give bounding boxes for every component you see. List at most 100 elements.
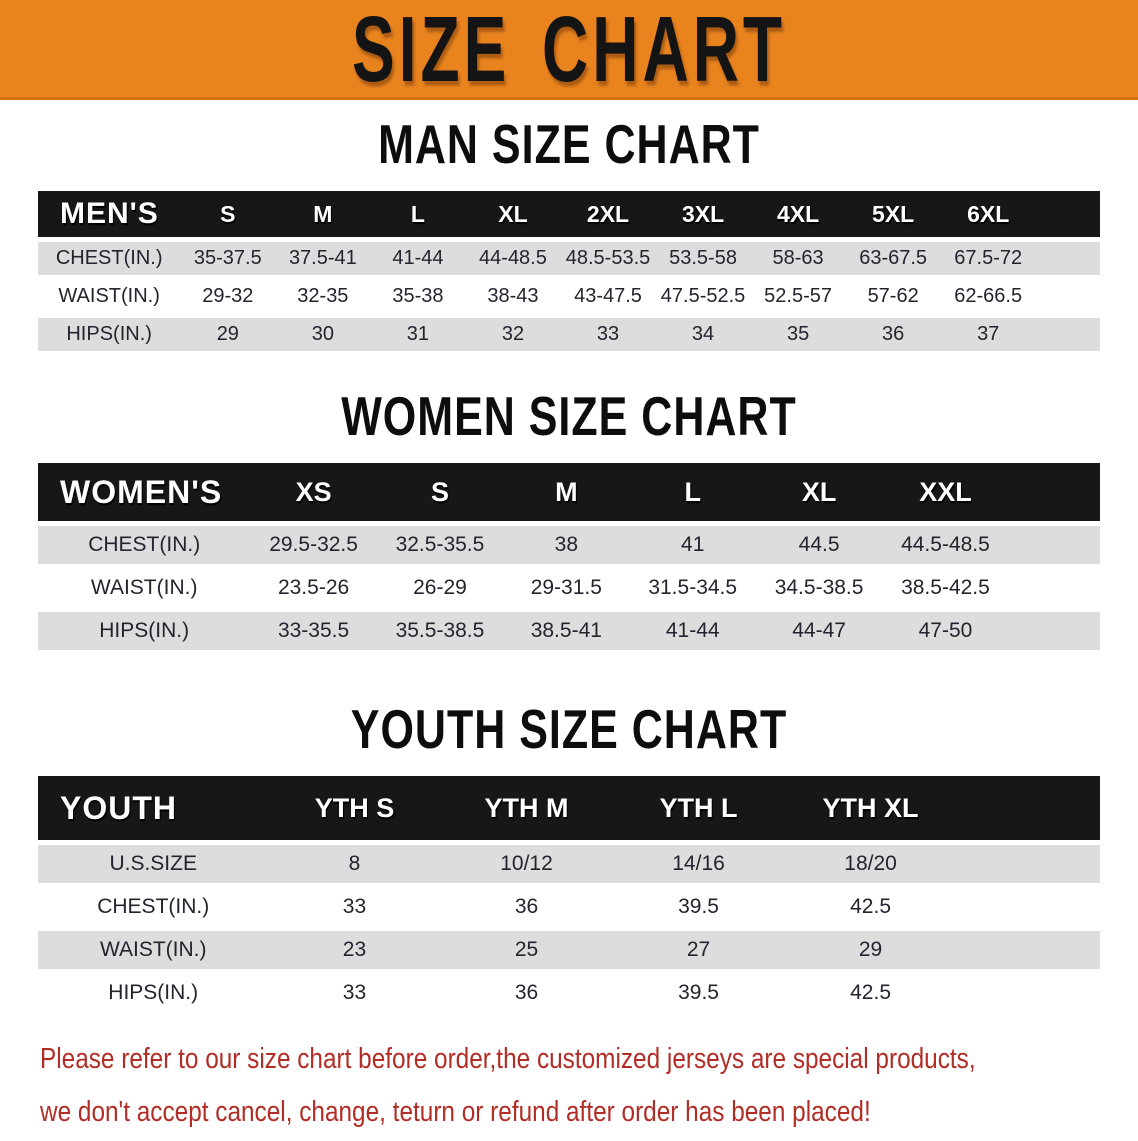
column-header-xl: XL (465, 191, 561, 237)
size-value: 41-44 (629, 612, 756, 650)
size-value: 36 (440, 974, 613, 1012)
size-value: 57-62 (845, 280, 941, 313)
size-value: 48.5-53.5 (560, 242, 656, 275)
table-row-chest-in: CHEST(IN.) 33 36 39.5 42.5 (38, 888, 1100, 926)
row-label-u-s-size: U.S.SIZE (38, 845, 269, 883)
size-value: 23 (268, 931, 441, 969)
table-row-waist-in: WAIST(IN.) 29-32 32-35 35-38 38-43 43-47.5 47.… (38, 280, 1100, 313)
men-size-section: MAN SIZE CHART MEN'S S M L XL 2XL 3XL 4XL 5XL 6XL C… (0, 114, 1138, 356)
size-value: 25 (440, 931, 613, 969)
size-value: 29-31.5 (503, 569, 630, 607)
column-header-5xl: 5XL (845, 191, 941, 237)
column-header-2xl: 2XL (560, 191, 656, 237)
size-value: 43-47.5 (560, 280, 656, 313)
column-header-l: L (370, 191, 466, 237)
row-spacer (1008, 526, 1100, 564)
size-value: 38-43 (465, 280, 561, 313)
size-value: 14/16 (612, 845, 785, 883)
table-row-waist-in: WAIST(IN.) 23 25 27 29 (38, 931, 1100, 969)
banner: SIZE CHART (0, 0, 1138, 100)
size-value: 32-35 (275, 280, 371, 313)
column-header-s: S (180, 191, 276, 237)
column-header-m: M (503, 463, 630, 521)
table-row-chest-in: CHEST(IN.) 35-37.5 37.5-41 41-44 44-48.5 48.5… (38, 242, 1100, 275)
size-value: 47.5-52.5 (655, 280, 751, 313)
size-value: 33 (560, 318, 656, 351)
column-header-spacer (1035, 191, 1100, 237)
disclaimer: Please refer to our size chart before or… (40, 1035, 1138, 1141)
column-header-yth-s: YTH S (268, 776, 441, 840)
size-value: 10/12 (440, 845, 613, 883)
size-value: 23.5-26 (250, 569, 377, 607)
size-value: 39.5 (612, 888, 785, 926)
size-value: 53.5-58 (655, 242, 751, 275)
column-header-yth-m: YTH M (440, 776, 613, 840)
size-value: 34.5-38.5 (755, 569, 883, 607)
size-value: 44-47 (755, 612, 883, 650)
size-value: 33-35.5 (250, 612, 377, 650)
table-corner-label-men: MEN'S (38, 191, 181, 237)
column-header-s: S (376, 463, 504, 521)
size-value: 44.5-48.5 (882, 526, 1009, 564)
size-value: 29 (784, 931, 957, 969)
size-value: 31 (370, 318, 466, 351)
column-header-xxl: XXL (882, 463, 1009, 521)
section-heading-youth: YOUTH SIZE CHART (350, 699, 788, 761)
column-header-spacer (1008, 463, 1100, 521)
table-row-hips-in: HIPS(IN.) 33 36 39.5 42.5 (38, 974, 1100, 1012)
size-value: 52.5-57 (750, 280, 846, 313)
row-label-waist-in: WAIST(IN.) (38, 569, 251, 607)
column-header-4xl: 4XL (750, 191, 846, 237)
disclaimer-line-2: we don't accept cancel, change, teturn o… (40, 1096, 871, 1128)
row-spacer (1035, 318, 1100, 351)
row-spacer (956, 974, 1100, 1012)
size-value: 35-37.5 (180, 242, 276, 275)
disclaimer-line-1: Please refer to our size chart before or… (40, 1043, 976, 1075)
size-value: 30 (275, 318, 371, 351)
column-header-m: M (275, 191, 371, 237)
youth-size-section: YOUTH SIZE CHART YOUTH YTH S YTH M YTH L YTH … (0, 699, 1138, 1017)
row-spacer (1008, 569, 1100, 607)
row-label-chest-in: CHEST(IN.) (38, 526, 251, 564)
size-value: 62-66.5 (940, 280, 1036, 313)
table-row-u-s-size: U.S.SIZE 8 10/12 14/16 18/20 (38, 845, 1100, 883)
row-label-hips-in: HIPS(IN.) (38, 974, 269, 1012)
column-header-6xl: 6XL (940, 191, 1036, 237)
size-value: 37 (940, 318, 1036, 351)
column-header-l: L (629, 463, 756, 521)
women-size-section: WOMEN SIZE CHART WOMEN'S XS S M L XL XXL CHEST(I… (0, 386, 1138, 655)
column-header-yth-l: YTH L (612, 776, 785, 840)
size-value: 26-29 (376, 569, 504, 607)
size-value: 41 (629, 526, 756, 564)
column-header-spacer (956, 776, 1100, 840)
size-value: 37.5-41 (275, 242, 371, 275)
youth-size-table: YOUTH YTH S YTH M YTH L YTH XL U.S.SIZE 8 10/12… (38, 771, 1100, 1017)
header-row: MEN'S S M L XL 2XL 3XL 4XL 5XL 6XL (38, 191, 1100, 237)
size-value: 31.5-34.5 (629, 569, 756, 607)
column-header-yth-xl: YTH XL (784, 776, 957, 840)
size-value: 34 (655, 318, 751, 351)
table-row-waist-in: WAIST(IN.) 23.5-26 26-29 29-31.5 31.5-34.5 34… (38, 569, 1100, 607)
women-size-table: WOMEN'S XS S M L XL XXL CHEST(IN.) 29.5-32.5 32.5… (38, 458, 1100, 655)
page-title: SIZE CHART (352, 0, 786, 101)
row-spacer (1035, 242, 1100, 275)
table-corner-label-youth: YOUTH (38, 776, 269, 840)
size-value: 44.5 (755, 526, 883, 564)
size-value: 35 (750, 318, 846, 351)
row-label-hips-in: HIPS(IN.) (38, 318, 181, 351)
size-value: 18/20 (784, 845, 957, 883)
size-value: 44-48.5 (465, 242, 561, 275)
row-spacer (956, 931, 1100, 969)
size-value: 35-38 (370, 280, 466, 313)
size-value: 38.5-42.5 (882, 569, 1009, 607)
sections: MAN SIZE CHART MEN'S S M L XL 2XL 3XL 4XL 5XL 6XL C… (0, 114, 1138, 1017)
row-label-waist-in: WAIST(IN.) (38, 931, 269, 969)
row-spacer (1035, 280, 1100, 313)
size-value: 63-67.5 (845, 242, 941, 275)
size-value: 33 (268, 888, 441, 926)
size-value: 38 (503, 526, 630, 564)
size-value: 32 (465, 318, 561, 351)
size-value: 58-63 (750, 242, 846, 275)
size-value: 47-50 (882, 612, 1009, 650)
size-value: 38.5-41 (503, 612, 630, 650)
